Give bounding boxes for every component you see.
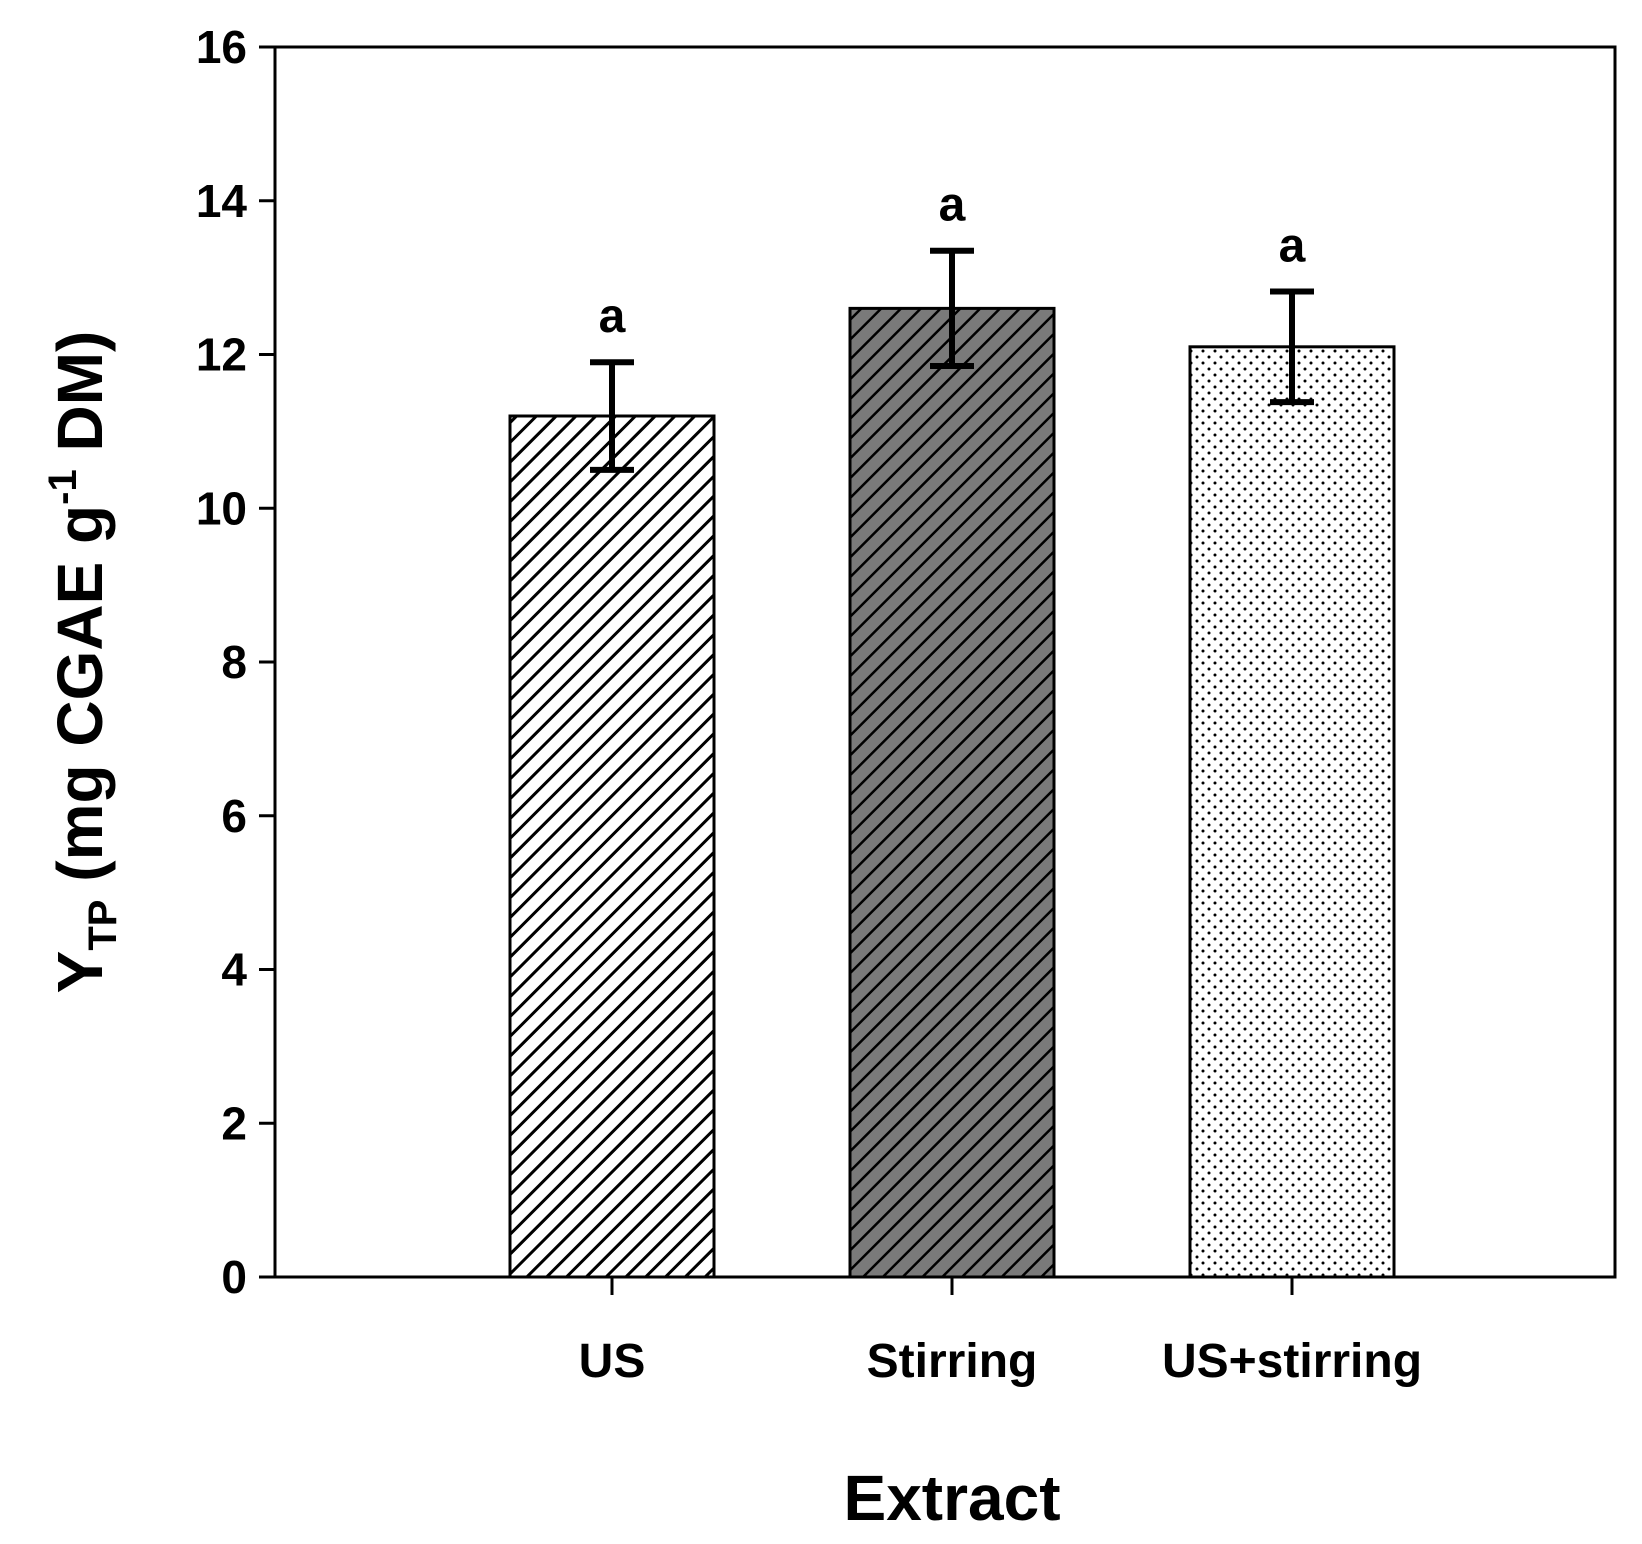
x-tick-label: US xyxy=(579,1335,646,1388)
y-tick-label: 4 xyxy=(221,944,247,996)
y-tick-label: 6 xyxy=(221,790,247,842)
x-axis-title: Extract xyxy=(844,1462,1061,1534)
y-tick-label: 0 xyxy=(221,1251,247,1303)
y-tick-label: 10 xyxy=(196,482,247,534)
bars-group: a a a xyxy=(508,179,1396,1279)
bar-us xyxy=(508,414,716,1279)
y-axis-title-superscript: -1 xyxy=(41,469,85,505)
significance-label: a xyxy=(1279,219,1306,272)
bar-us-stirring xyxy=(1188,345,1396,1279)
significance-label: a xyxy=(599,290,626,343)
y-axis-title-subscript: TP xyxy=(81,900,125,951)
y-tick-label: 12 xyxy=(196,329,247,381)
y-tick-label: 2 xyxy=(221,1097,247,1149)
y-axis-title-unit-close: DM) xyxy=(44,331,116,470)
y-axis-ticks: 0 2 4 6 8 10 12 14 16 xyxy=(196,21,275,1303)
y-axis-title: YTP (mg CGAE g-1 DM) xyxy=(41,331,125,994)
y-tick-label: 8 xyxy=(221,636,247,688)
y-tick-label: 14 xyxy=(196,175,248,227)
x-tick-label: Stirring xyxy=(867,1335,1038,1388)
bar-stirring xyxy=(848,306,1056,1279)
y-axis-title-main: Y xyxy=(44,951,116,994)
y-axis-title-unit-open: (mg CGAE g xyxy=(44,505,116,900)
x-axis-ticks: US Stirring US+stirring xyxy=(579,1277,1422,1388)
significance-label: a xyxy=(939,179,966,232)
x-tick-label: US+stirring xyxy=(1162,1335,1422,1388)
y-tick-label: 16 xyxy=(196,21,247,73)
